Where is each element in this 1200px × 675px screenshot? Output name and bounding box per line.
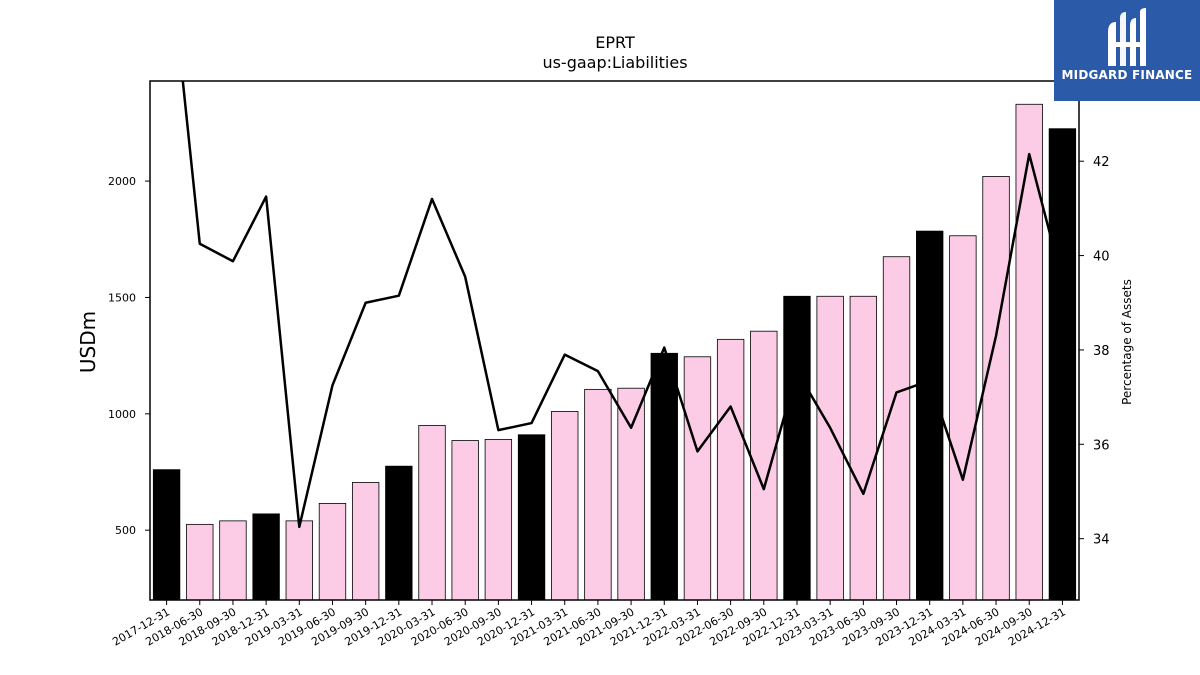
bar-2018-12-31: [252, 513, 280, 600]
plot-frame: [149, 80, 1080, 601]
y-axis-right: 34 36 38 40 42: [1079, 155, 1110, 548]
y-tick-label: 500: [115, 524, 136, 537]
bar-2020-09-30: [484, 439, 513, 600]
bar-2019-09-30: [351, 482, 380, 600]
bar-2022-12-31: [783, 295, 811, 600]
bar-2021-12-31: [650, 352, 678, 600]
bar-2019-12-31: [385, 465, 413, 600]
bar-2020-03-31: [418, 425, 446, 600]
logo-text: MIDGARD FINANCE: [1061, 68, 1193, 82]
y2-tick-label: 36: [1093, 438, 1110, 453]
bar-2024-03-31: [949, 235, 977, 600]
bar-2019-06-30: [318, 503, 347, 600]
bar-2023-12-31: [916, 230, 944, 600]
bar-2021-09-30: [617, 387, 645, 600]
y2-tick-label: 38: [1093, 344, 1110, 359]
x-axis: 2017-12-312018-06-302018-09-302018-12-31…: [110, 600, 1068, 649]
bar-2018-06-30: [186, 523, 214, 600]
bar-2019-03-31: [285, 520, 313, 600]
bar-2021-06-30: [584, 388, 612, 600]
brand-logo: MIDGARD FINANCE: [1054, 0, 1200, 101]
y2-tick-label: 42: [1093, 155, 1110, 170]
bar-2024-09-30: [1015, 103, 1043, 600]
y-tick-label: 1000: [108, 408, 136, 421]
y-axis-label: USDm: [76, 311, 100, 373]
logo-mark-icon: [1108, 8, 1146, 66]
bar-2020-12-31: [517, 434, 546, 600]
chart-title: EPRT: [595, 33, 635, 52]
bar-2021-03-31: [551, 411, 579, 600]
bars-layer: [152, 103, 1077, 600]
bar-2018-09-30: [219, 520, 247, 600]
bar-2024-06-30: [982, 176, 1010, 600]
y2-axis-label: Percentage of Assets: [1120, 279, 1134, 405]
bar-2023-09-30: [882, 256, 911, 600]
chart-subtitle: us-gaap:Liabilities: [542, 53, 687, 72]
y2-tick-label: 40: [1093, 250, 1110, 265]
percentage-of-assets-line: [181, 81, 1064, 529]
y-axis-left: 500 1000 1500 2000: [108, 175, 150, 537]
bar-2022-06-30: [716, 338, 745, 600]
y-tick-label: 2000: [108, 175, 136, 188]
bar-2024-12-31: [1048, 128, 1077, 600]
line-layer: [181, 81, 1064, 529]
bar-2022-03-31: [683, 356, 712, 600]
y-tick-label: 1500: [108, 291, 136, 304]
bar-2017-12-31: [152, 469, 181, 600]
bar-2023-06-30: [849, 295, 878, 600]
bar-2020-06-30: [451, 440, 479, 600]
y2-tick-label: 34: [1093, 533, 1110, 548]
